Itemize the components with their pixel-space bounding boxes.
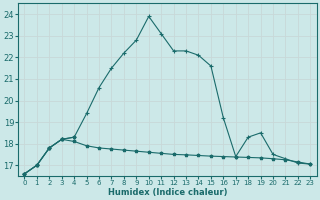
X-axis label: Humidex (Indice chaleur): Humidex (Indice chaleur) <box>108 188 227 197</box>
